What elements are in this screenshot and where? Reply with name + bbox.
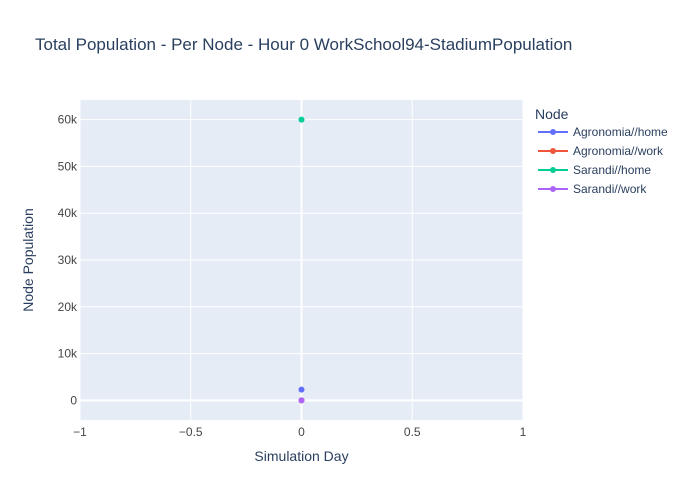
legend[interactable]: Node Agronomia//home Agronomia//work Saran…: [535, 106, 668, 196]
y-tick-label: 20k: [58, 300, 78, 314]
legend-items[interactable]: Agronomia//home Agronomia//work Sarandi//h…: [538, 125, 668, 196]
legend-label: Agronomia//home: [573, 125, 668, 139]
legend-marker-swatch: [550, 186, 556, 192]
chart-title: Total Population - Per Node - Hour 0 Wor…: [35, 35, 572, 54]
legend-item[interactable]: Agronomia//work: [538, 144, 664, 158]
x-tick-label: 0.5: [404, 425, 421, 439]
legend-item[interactable]: Sarandi//work: [538, 182, 647, 196]
y-axis-title: Node Population: [20, 208, 36, 312]
legend-marker-swatch: [550, 148, 556, 154]
y-tick-label: 10k: [58, 347, 78, 361]
legend-item[interactable]: Sarandi//home: [538, 163, 651, 177]
y-tick-label: 60k: [58, 113, 78, 127]
legend-label: Sarandi//home: [573, 163, 651, 177]
legend-marker-swatch: [550, 129, 556, 135]
data-points[interactable]: [298, 116, 305, 404]
y-tick-labels: 0 10k 20k 30k 40k 50k 60k: [58, 113, 78, 408]
y-tick-label: 0: [70, 393, 77, 407]
legend-label: Agronomia//work: [573, 144, 664, 158]
legend-item[interactable]: Agronomia//home: [538, 125, 668, 139]
x-tick-label: 1: [520, 425, 527, 439]
x-tick-label: −0.5: [179, 425, 203, 439]
legend-marker-swatch: [550, 167, 556, 173]
data-point-agronomia-home[interactable]: [298, 386, 305, 393]
x-tick-labels: −1 −0.5 0 0.5 1: [73, 425, 527, 439]
x-axis-title: Simulation Day: [254, 448, 348, 464]
y-tick-label: 40k: [58, 206, 78, 220]
x-tick-label: 0: [298, 425, 305, 439]
data-point-sarandi-work[interactable]: [298, 397, 305, 404]
y-tick-label: 50k: [58, 159, 78, 173]
y-tick-label: 30k: [58, 253, 78, 267]
legend-label: Sarandi//work: [573, 182, 647, 196]
legend-title: Node: [535, 106, 569, 122]
x-tick-label: −1: [73, 425, 87, 439]
data-point-sarandi-home[interactable]: [298, 116, 305, 123]
